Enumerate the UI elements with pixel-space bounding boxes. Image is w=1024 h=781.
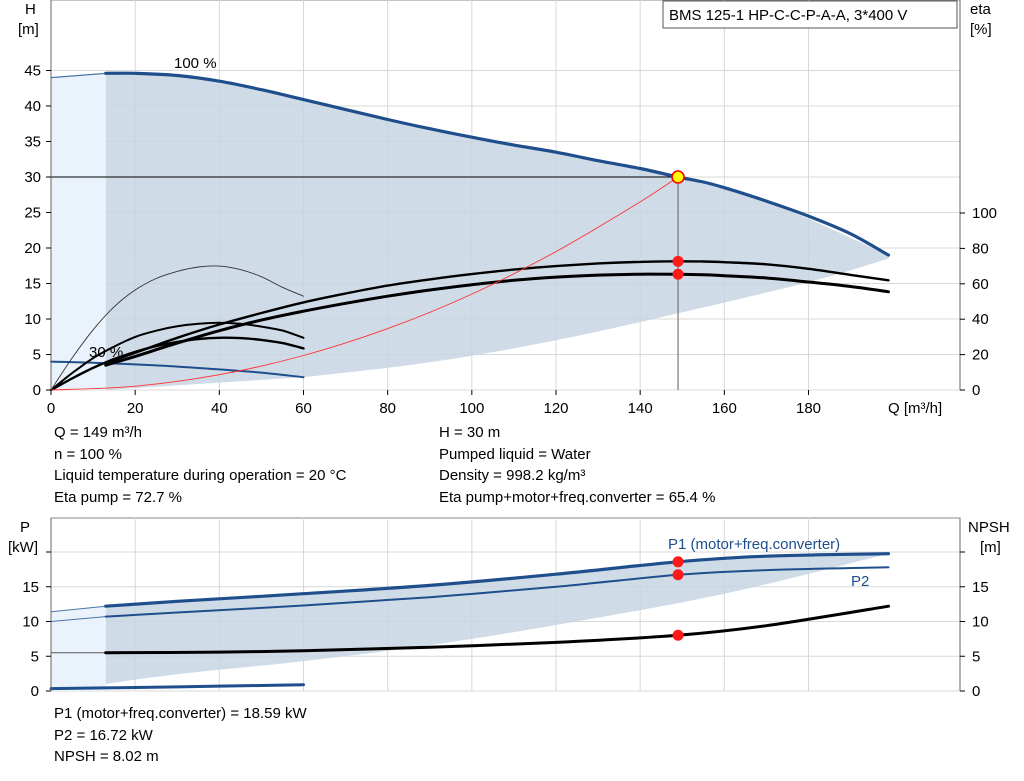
title-box [662,0,958,29]
right-tick-label-bottom: 15 [972,579,989,596]
p2-extension [50,616,106,622]
info-p1: P1 (motor+freq.converter) = 18.59 kW [54,705,307,722]
p1-extension [50,605,106,613]
right-axis-label-1: eta [970,1,992,18]
left-tick-label: 30 [24,169,41,186]
info-bottom: P1 (motor+freq.converter) = 18.59 kW P2 … [54,703,307,768]
curve-p-min [49,683,305,691]
info-p2: P2 = 16.72 kW [54,726,153,744]
x-tick-label: 120 [543,400,568,417]
info-eta-total: Eta pump+motor+freq.converter = 65.4 % [439,488,716,506]
x-axis-label: Q [m³/h] [888,400,942,417]
x-tick-label: 140 [628,400,653,417]
left-tick-label: 15 [24,276,41,293]
left-tick-label: 35 [24,134,41,151]
info-npsh: NPSH = 8.02 m [54,748,159,765]
info-top-right: H = 30 m Pumped liquid = Water Density =… [439,422,715,508]
info-top-left: Q = 149 m³/h n = 100 % Liquid temperatur… [54,422,346,508]
right-tick-label: 40 [972,311,989,328]
right-tick-label-bottom: 10 [972,614,989,631]
curve-npsh [104,604,890,655]
curve-eta-total-min [49,336,305,392]
left-axis-label-1: H [25,1,36,18]
x-tick-label: 100 [459,400,484,417]
right-tick-label: 60 [972,276,989,293]
left-tick-label-bottom: 15 [22,579,39,596]
left-tick-label: 40 [24,98,41,115]
curve-eta-pump-min [50,321,305,391]
left-tick-label: 0 [33,382,41,399]
curve-p2 [104,566,890,618]
info-liquid: Pumped liquid = Water [439,445,591,463]
label-speed-100: 100 % [174,55,217,72]
low-flow-region [51,73,106,390]
chart-title: BMS 125-1 HP-C-C-P-A-A, 3*400 V [669,7,907,24]
left-axis-label-bottom-2: [kW] [8,539,38,556]
duty-marker-p2 [672,569,684,581]
right-axis-label-bottom-2: [m] [980,539,1001,556]
x-tick-label: 20 [127,400,144,417]
label-p2: P2 [851,573,869,590]
label-p1: P1 (motor+freq.converter) [668,536,840,553]
right-tick-label-bottom: 5 [972,648,980,665]
duty-marker-head [671,170,685,184]
x-tick-label: 160 [712,400,737,417]
duty-marker-npsh [672,629,684,641]
head-efficiency-plot: 100 % 30 % 0 5 10 15 20 25 30 35 40 45 H [m] 0 20 40 60 80… [18,0,997,417]
info-temperature: Liquid temperature during operation = 20… [54,467,347,484]
x-tick-label: 40 [211,400,228,417]
left-tick-label-bottom: 10 [22,614,39,631]
head-100-extension [50,72,106,79]
curve-system-curve [50,176,679,391]
right-tick-label-bottom: 0 [972,683,980,700]
right-tick-label: 20 [972,347,989,364]
duty-marker-eta-pump [672,255,684,267]
curve-eta-total [104,272,890,367]
left-tick-label: 20 [24,240,41,257]
low-flow-region-bottom [51,606,106,691]
curve-eta-thin-min [50,265,304,391]
left-axis-label-bottom-1: P [20,519,30,536]
x-tick-label: 80 [379,400,396,417]
power-npsh-plot: P1 (motor+freq.converter) P2 0 5 10 15 0 5 10 15 P… [8,517,1010,700]
left-tick-label: 25 [24,205,41,222]
duty-marker-eta-total [672,268,684,280]
duty-marker-p1 [672,556,684,568]
x-tick-label: 0 [47,400,55,417]
curve-head-min [50,360,305,379]
info-flow: Q = 149 m³/h [54,424,142,441]
left-tick-label-bottom: 5 [31,648,39,665]
right-tick-label: 80 [972,240,989,257]
curve-eta-pump [104,260,890,365]
left-tick-label: 10 [24,311,41,328]
left-tick-label: 45 [24,63,41,80]
x-tick-label: 180 [796,400,821,417]
right-axis-label-2: [%] [970,21,992,38]
left-axis-label-2: [m] [18,21,39,38]
info-eta-pump: Eta pump = 72.7 % [54,488,182,506]
info-head: H = 30 m [439,424,501,441]
right-tick-label: 0 [972,382,980,399]
curve-p1 [104,552,891,608]
curve-head-100 [104,71,891,257]
x-tick-label: 60 [295,400,312,417]
left-tick-label-bottom: 0 [31,683,39,700]
info-density: Density = 998.2 kg/m³ [439,467,586,484]
info-speed: n = 100 % [54,445,122,463]
right-tick-label: 100 [972,205,997,222]
right-axis-label-bottom-1: NPSH [968,519,1010,536]
left-tick-label: 5 [33,347,41,364]
label-speed-min: 30 % [89,344,123,361]
